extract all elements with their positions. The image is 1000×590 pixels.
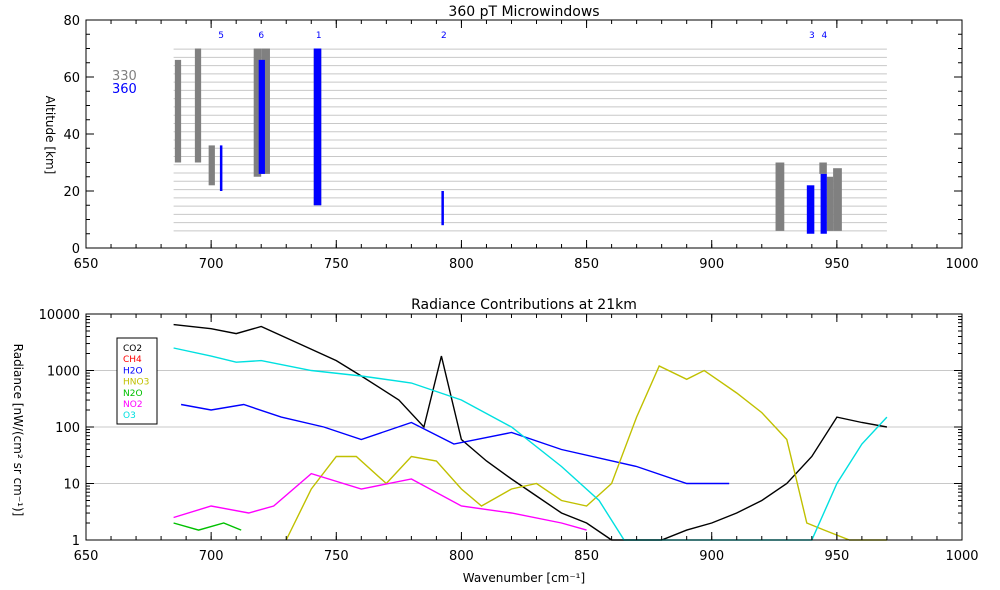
altitude-grid [173, 48, 887, 232]
y-tick-label: 100 [55, 421, 80, 436]
x-tick-label: 1000 [945, 549, 978, 564]
x-tick-label: 850 [574, 257, 599, 272]
y-tick-label: 10000 [39, 308, 80, 323]
microwindow-bars [174, 48, 842, 234]
microwindow-label: 2 [441, 31, 447, 41]
series-lines [173, 323, 888, 541]
bar-330-0 [174, 59, 182, 163]
microwindow-label: 6 [258, 31, 264, 41]
legend-box [116, 337, 158, 425]
legend-entry: H2O [123, 366, 143, 376]
y-tick-label: 60 [63, 71, 80, 86]
series-HNO3 [285, 365, 887, 541]
x-tick-label: 750 [324, 257, 349, 272]
x-tick-label: 950 [824, 257, 849, 272]
legend-entry: 330 [112, 69, 137, 84]
bar-330-7 [819, 162, 827, 174]
x-tick-label: 800 [449, 549, 474, 564]
y-tick-label: 1 [72, 534, 80, 549]
y-tick-label: 20 [63, 185, 80, 200]
bar-330-9 [833, 168, 842, 231]
legend-entry: CO2 [123, 344, 142, 354]
series-CO2 [173, 323, 888, 541]
x-tick-label: 1000 [945, 257, 978, 272]
series-N2O [173, 522, 242, 531]
axes: 650 700 750 800 850 900 950 1000 0 20 40 60 80 [63, 14, 978, 272]
microwindow-label: 3 [809, 31, 815, 41]
bar-330-1 [194, 48, 202, 163]
y-axis-label: Radiance [nW/(cm² sr cm⁻¹)] [11, 344, 25, 517]
x-tick-label: 650 [74, 549, 99, 564]
x-axis-label: Wavenumber [cm⁻¹] [463, 571, 585, 585]
bar-360-3 [441, 191, 444, 226]
legend-entry: N2O [123, 389, 143, 399]
bar-330-3 [253, 48, 262, 177]
x-tick-label: 700 [199, 549, 224, 564]
y-tick-label: 40 [63, 128, 80, 143]
chart-title: Radiance Contributions at 21km [411, 297, 637, 313]
radiance-panel: Radiance Contributions at 21km Radiance … [11, 297, 979, 585]
x-tick-label: 700 [199, 257, 224, 272]
bar-330-4 [261, 48, 270, 174]
microwindow-label: 1 [316, 31, 322, 41]
x-tick-label: 750 [324, 549, 349, 564]
series-NO2 [173, 472, 587, 531]
bar-330-8 [826, 176, 834, 231]
microwindow-label: 5 [218, 31, 224, 41]
x-tick-label: 950 [824, 549, 849, 564]
chart-title: 360 pT Microwindows [448, 4, 599, 20]
microwindow-label: 4 [821, 31, 827, 41]
legend-entry: 360 [112, 82, 137, 97]
bar-360-4 [806, 185, 815, 234]
x-tick-label: 900 [699, 549, 724, 564]
x-tick-label: 800 [449, 257, 474, 272]
legend-entry: O3 [123, 411, 136, 421]
bar-330-2 [208, 145, 215, 186]
legend-entry: HNO3 [123, 378, 149, 388]
bar-330-6 [775, 162, 785, 231]
y-tick-label: 10 [63, 478, 80, 493]
legend-entry: CH4 [123, 355, 142, 365]
bar-360-0 [219, 145, 223, 191]
y-axis-label: Altitude [km] [43, 96, 57, 175]
bar-360-1 [258, 59, 265, 174]
bar-360-2 [313, 48, 322, 206]
x-tick-label: 900 [699, 257, 724, 272]
series-O3 [173, 347, 888, 541]
x-tick-label: 650 [74, 257, 99, 272]
bar-360-5 [820, 173, 827, 234]
series-H2O [180, 403, 730, 485]
legend-entry: NO2 [123, 400, 143, 410]
x-tick-label: 850 [574, 549, 599, 564]
y-tick-label: 0 [72, 242, 80, 257]
y-tick-label: 80 [63, 14, 80, 29]
axes: 650 700 750 800 850 900 950 1000 1 10 100 1000 10000 [39, 308, 979, 564]
y-tick-label: 1000 [47, 365, 80, 380]
